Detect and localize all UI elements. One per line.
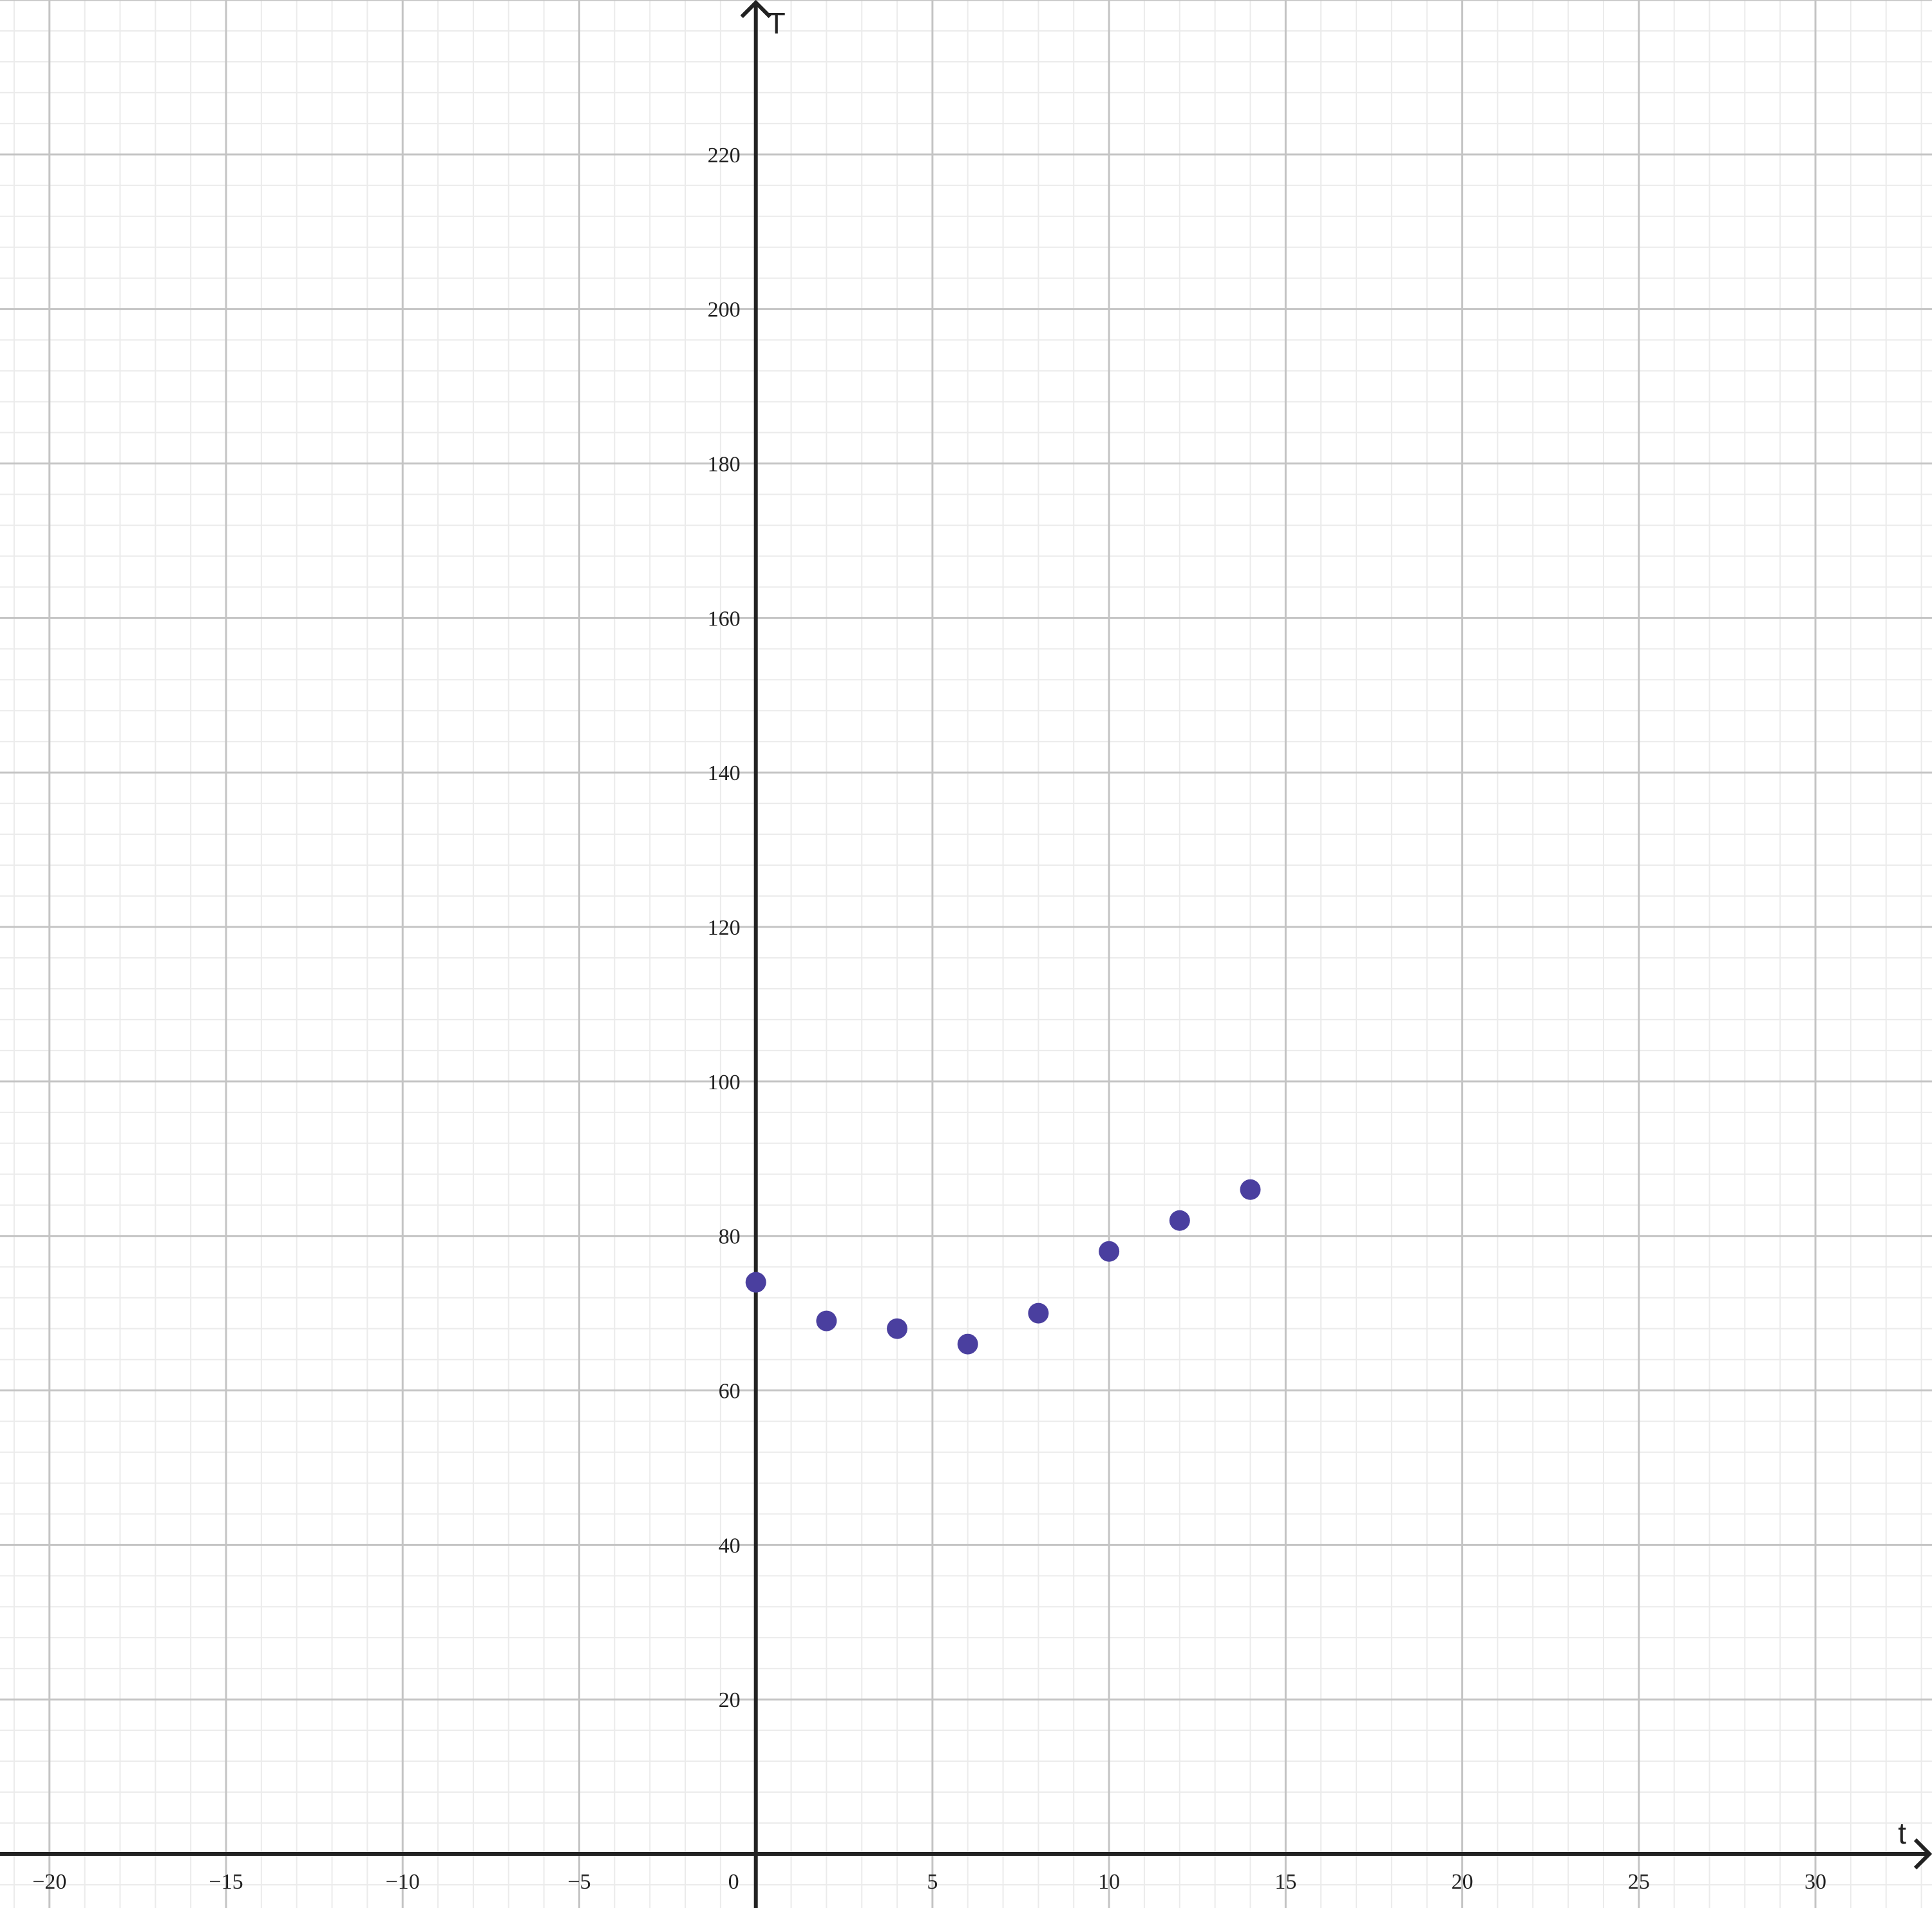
x-tick-label: 25	[1628, 1870, 1650, 1894]
y-tick-label: 20	[719, 1688, 741, 1712]
x-tick-label: 15	[1274, 1870, 1296, 1894]
x-tick-label: 30	[1804, 1870, 1826, 1894]
x-tick-label: 10	[1098, 1870, 1120, 1894]
x-tick-label: −10	[386, 1870, 420, 1894]
y-tick-label: 100	[708, 1071, 741, 1094]
x-tick-label: −5	[567, 1870, 591, 1894]
y-tick-label: 220	[708, 144, 741, 167]
data-point	[957, 1333, 978, 1355]
y-tick-label: 180	[708, 453, 741, 477]
data-point	[816, 1310, 837, 1331]
y-tick-label: 60	[719, 1380, 741, 1404]
x-tick-label: −20	[32, 1870, 66, 1894]
data-point	[887, 1318, 908, 1339]
x-tick-label: 0	[728, 1870, 739, 1894]
data-points	[745, 1179, 1261, 1355]
x-axis-arrow-icon	[1913, 1838, 1932, 1870]
x-tick-labels: −20 −15 −10 −5 0 5 10 15 20 25 30	[32, 1870, 1826, 1894]
y-tick-label: 140	[708, 761, 741, 785]
x-tick-label: 5	[927, 1870, 938, 1894]
y-axis-arrow-icon	[740, 0, 772, 19]
x-tick-label: −15	[209, 1870, 243, 1894]
data-point	[1028, 1302, 1049, 1324]
y-tick-label: 160	[708, 607, 741, 631]
data-point	[1240, 1179, 1261, 1200]
y-tick-label: 200	[708, 298, 741, 322]
y-axis-label: T	[768, 6, 786, 40]
y-tick-labels: 20 40 60 80 100 120 140 160 180 200 220	[708, 144, 741, 1712]
data-point	[745, 1272, 766, 1293]
y-tick-label: 80	[719, 1225, 741, 1249]
y-tick-label: 40	[719, 1534, 741, 1558]
x-axis-label: t	[1898, 1817, 1906, 1850]
x-tick-label: 20	[1452, 1870, 1473, 1894]
data-point	[1169, 1210, 1190, 1231]
y-tick-label: 120	[708, 916, 741, 940]
data-point	[1099, 1241, 1120, 1262]
